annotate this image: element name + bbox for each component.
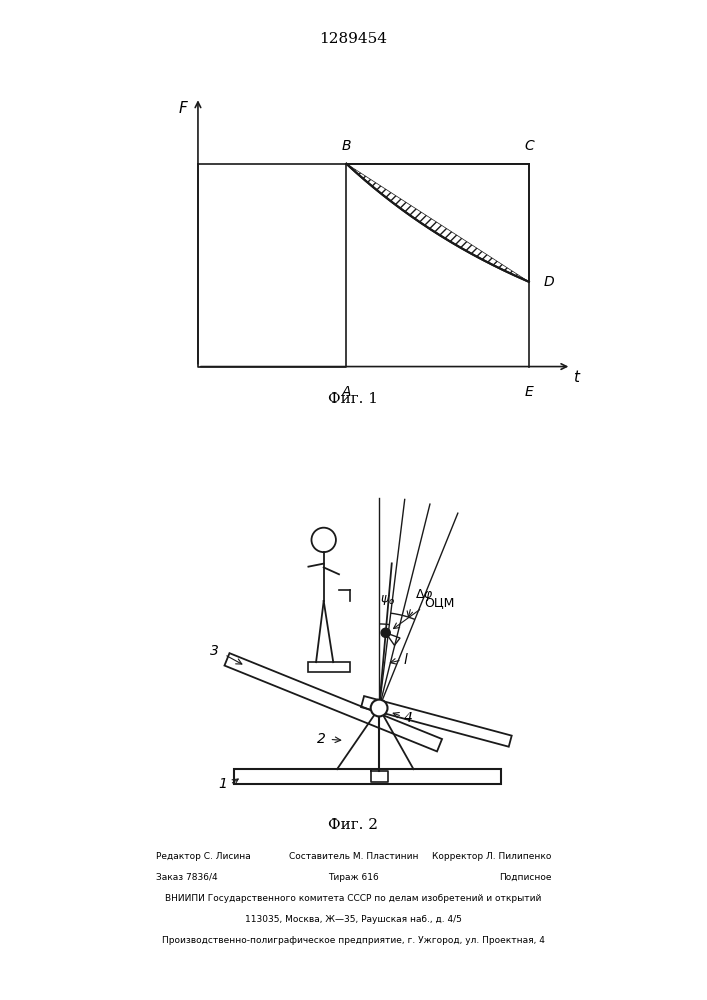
Circle shape xyxy=(370,700,387,716)
Text: Производственно-полиграфическое предприятие, г. Ужгород, ул. Проектная, 4: Производственно-полиграфическое предприя… xyxy=(162,936,545,945)
Text: l: l xyxy=(404,653,407,667)
Text: Заказ 7836/4: Заказ 7836/4 xyxy=(156,873,217,882)
Text: $\psi_o$: $\psi_o$ xyxy=(380,593,396,607)
Text: A: A xyxy=(341,385,351,399)
Text: $\Delta\varphi$: $\Delta\varphi$ xyxy=(415,587,433,603)
Text: 3: 3 xyxy=(211,644,219,658)
Text: Фиг. 1: Фиг. 1 xyxy=(329,392,378,406)
Text: Составитель М. Пластинин: Составитель М. Пластинин xyxy=(288,852,419,861)
Text: 2: 2 xyxy=(317,732,326,746)
Text: 1289454: 1289454 xyxy=(320,32,387,46)
Text: 4: 4 xyxy=(404,711,413,725)
Text: ВНИИПИ Государственного комитета СССР по делам изобретений и открытий: ВНИИПИ Государственного комитета СССР по… xyxy=(165,894,542,903)
Polygon shape xyxy=(346,164,529,282)
Text: Фиг. 2: Фиг. 2 xyxy=(329,818,378,832)
Text: Тираж 616: Тираж 616 xyxy=(328,873,379,882)
Circle shape xyxy=(381,628,390,637)
Text: 113035, Москва, Ж—35, Раушская наб., д. 4/5: 113035, Москва, Ж—35, Раушская наб., д. … xyxy=(245,915,462,924)
Text: t: t xyxy=(573,370,579,385)
Text: Корректор Л. Пилипенко: Корректор Л. Пилипенко xyxy=(432,852,551,861)
Text: C: C xyxy=(524,139,534,153)
Text: Подписное: Подписное xyxy=(499,873,551,882)
Text: Редактор С. Лисина: Редактор С. Лисина xyxy=(156,852,250,861)
Text: 1: 1 xyxy=(218,777,227,791)
Text: B: B xyxy=(341,139,351,153)
Text: ОЦМ: ОЦМ xyxy=(424,596,455,609)
Text: F: F xyxy=(179,101,187,116)
Text: E: E xyxy=(525,385,533,399)
Text: D: D xyxy=(544,275,554,289)
